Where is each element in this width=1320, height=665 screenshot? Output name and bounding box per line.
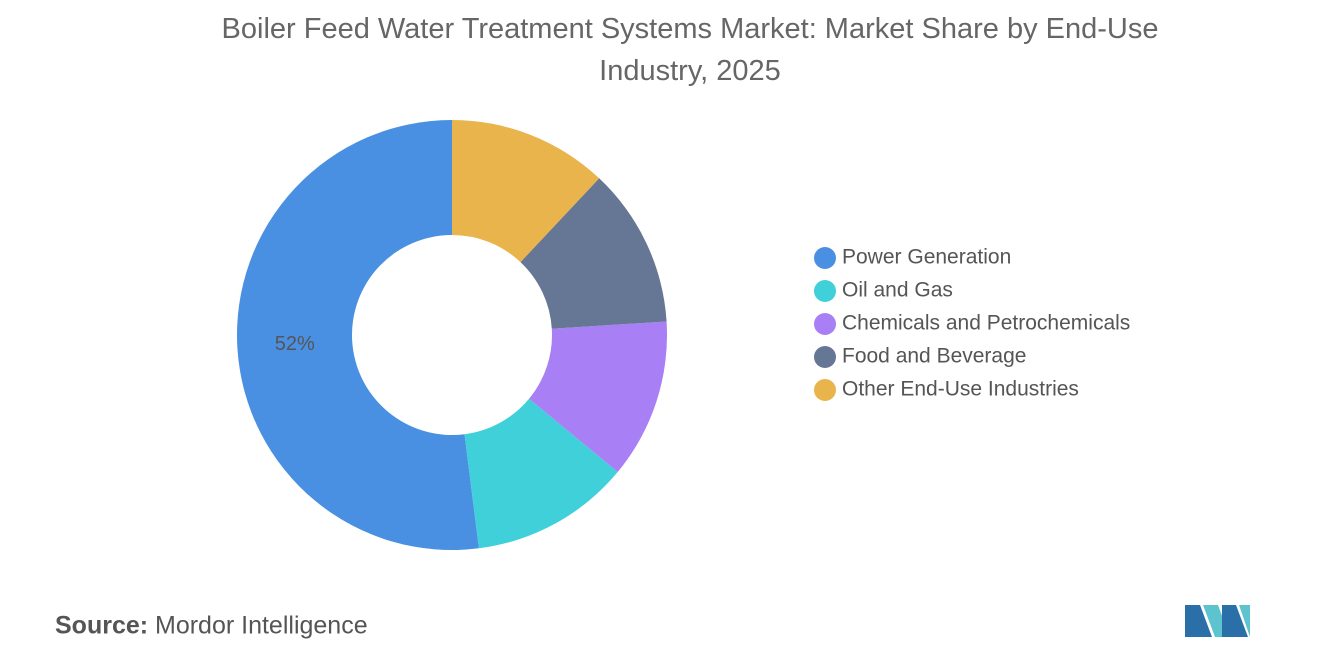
- legend-swatch: [814, 346, 836, 368]
- chart-title: Boiler Feed Water Treatment Systems Mark…: [221, 13, 1159, 87]
- source-label: Source:: [55, 612, 148, 640]
- legend-swatch: [814, 379, 836, 401]
- donut: 52%: [237, 120, 667, 550]
- legend-label: Oil and Gas: [842, 279, 953, 302]
- legend-label: Power Generation: [842, 246, 1011, 269]
- donut-slice: [520, 178, 667, 329]
- legend-label: Other End-Use Industries: [842, 378, 1079, 401]
- legend-label: Food and Beverage: [842, 345, 1026, 368]
- data-label: 52%: [275, 333, 315, 355]
- legend-swatch: [814, 247, 836, 269]
- logo: [1185, 605, 1250, 637]
- legend: Power Generation Oil and Gas Chemicals and…: [814, 246, 1130, 401]
- donut-slice: [237, 120, 479, 550]
- donut-slice: [452, 120, 600, 263]
- legend-swatch: [814, 280, 836, 302]
- source: Mordor Intelligence: [155, 612, 368, 640]
- donut-slice: [464, 398, 618, 549]
- title-box: Boiler Feed Water Treatment Systems Mark…: [221, 13, 1159, 87]
- legend-label: Chemicals and Petrochemicals: [842, 312, 1130, 335]
- donut-slice: [529, 321, 667, 473]
- legend-swatch: [814, 313, 836, 335]
